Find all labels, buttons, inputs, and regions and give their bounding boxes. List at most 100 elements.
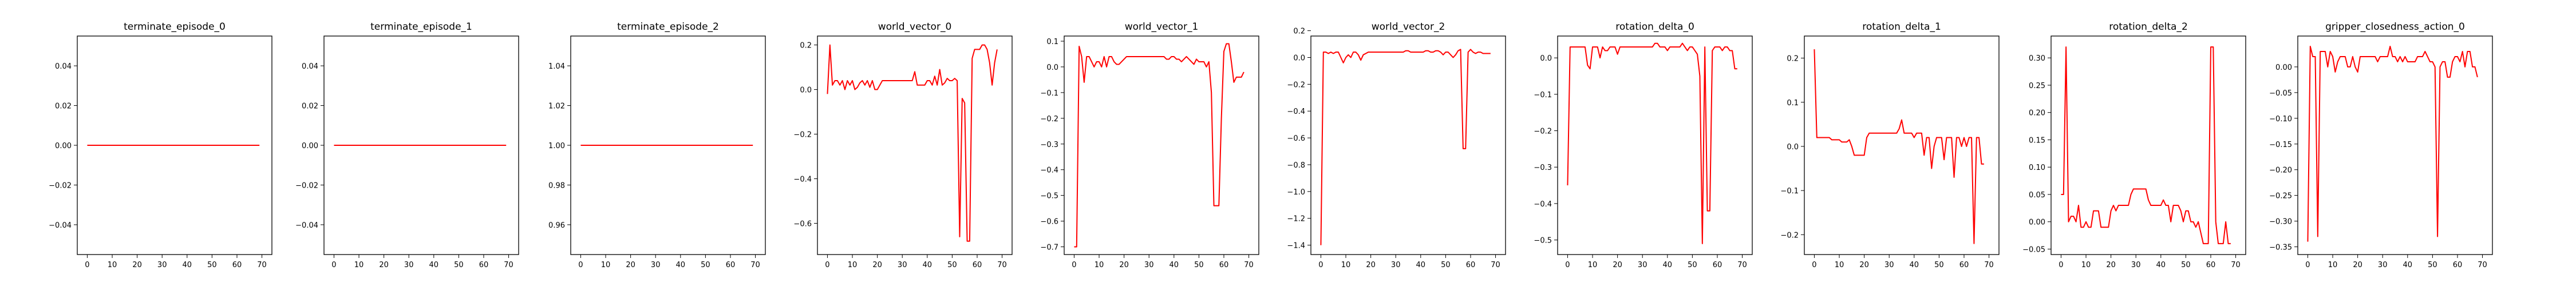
y-tick-label: −1.4 xyxy=(1287,242,1305,251)
subplot-9: gripper_closedness_action_0 0 10 20 30 40 50 60… xyxy=(2269,21,2493,269)
y-tick-label: −0.3 xyxy=(1040,141,1058,149)
x-tick-label: 10 xyxy=(354,261,364,269)
y-tick-label: −0.5 xyxy=(1534,237,1552,245)
x-tick-label: 50 xyxy=(1441,261,1451,269)
x-tick-label: 0 xyxy=(1812,261,1816,269)
y-tick-label: −0.2 xyxy=(1287,81,1305,89)
subplot-7: rotation_delta_1 0 10 20 30 40 50 60 70 −0.2 −0.1 0… xyxy=(1780,21,2000,269)
x-tick-label: 0 xyxy=(1565,261,1570,269)
x-tick-label: 30 xyxy=(1144,261,1154,269)
y-tick-label: 0.00 xyxy=(2029,219,2045,227)
series-line-0 xyxy=(1814,49,1984,244)
y-tick-label: 0.10 xyxy=(2029,164,2045,172)
x-tick-label: 0 xyxy=(825,261,829,269)
x-tick-label: 60 xyxy=(1959,261,1969,269)
y-tick-label: 0.1 xyxy=(1046,38,1058,46)
y-tick-label: −0.3 xyxy=(1534,164,1552,172)
y-tick-label: −1.2 xyxy=(1287,215,1305,224)
subplot-title: gripper_closedness_action_0 xyxy=(2325,21,2465,33)
y-tick-label: 0.0 xyxy=(1293,54,1305,62)
y-tick-label: −0.7 xyxy=(1040,244,1058,252)
x-tick-label: 40 xyxy=(1416,261,1426,269)
x-tick-label: 10 xyxy=(2328,261,2338,269)
x-tick-label: 40 xyxy=(1910,261,1919,269)
x-tick-label: 0 xyxy=(85,261,89,269)
x-tick-label: 30 xyxy=(1391,261,1401,269)
x-tick-label: 70 xyxy=(1491,261,1500,269)
x-tick-label: 70 xyxy=(1244,261,1254,269)
y-tick-label: −0.05 xyxy=(2022,245,2045,254)
y-tick-label: −0.05 xyxy=(2269,89,2292,98)
y-tick-label: 0.04 xyxy=(55,62,72,71)
x-tick-label: 50 xyxy=(1688,261,1697,269)
x-tick-label: 0 xyxy=(578,261,583,269)
subplot-6: rotation_delta_0 0 10 20 30 40 50 60 70 −0.5 −0.4 −… xyxy=(1534,21,1753,269)
x-tick-label: 20 xyxy=(379,261,389,269)
plot-frame xyxy=(1557,35,1753,255)
x-tick-label: 10 xyxy=(1095,261,1104,269)
x-tick-label: 60 xyxy=(1713,261,1722,269)
plot-frame xyxy=(323,35,519,255)
subplot-5: world_vector_2 0 10 20 30 40 50 60 70 −1.4 −1.2 −1.… xyxy=(1287,21,1506,269)
subplot-8: rotation_delta_2 0 10 20 30 40 50 60 70 −0.05 0.00… xyxy=(2022,21,2246,269)
y-tick-label: 0.0 xyxy=(1540,54,1552,63)
x-tick-label: 0 xyxy=(331,261,336,269)
plot-frame xyxy=(77,35,272,255)
x-tick-label: 70 xyxy=(1737,261,1747,269)
x-tick-label: 70 xyxy=(2231,261,2241,269)
x-tick-label: 50 xyxy=(2428,261,2437,269)
y-tick-label: −0.1 xyxy=(1534,91,1552,100)
x-tick-label: 40 xyxy=(2156,261,2166,269)
x-tick-label: 30 xyxy=(898,261,907,269)
y-tick-label: −0.5 xyxy=(1040,192,1058,201)
x-tick-label: 70 xyxy=(504,261,513,269)
y-tick-label: 0.1 xyxy=(1787,99,1799,108)
y-tick-label: 0.2 xyxy=(1787,55,1799,63)
y-tick-label: 0.25 xyxy=(2029,82,2045,90)
y-tick-label: −0.1 xyxy=(1040,89,1058,98)
y-tick-label: −0.2 xyxy=(1534,128,1552,136)
subplot-title: world_vector_0 xyxy=(878,21,952,33)
x-tick-label: 20 xyxy=(2353,261,2362,269)
y-tick-label: 0.98 xyxy=(548,181,565,190)
x-tick-label: 60 xyxy=(2206,261,2216,269)
x-tick-label: 20 xyxy=(1119,261,1129,269)
y-tick-label: −0.35 xyxy=(2269,244,2292,252)
y-tick-label: 0.00 xyxy=(302,142,318,150)
x-tick-label: 70 xyxy=(1984,261,1994,269)
x-tick-label: 50 xyxy=(454,261,464,269)
series-line-0 xyxy=(1074,43,1244,248)
x-tick-label: 0 xyxy=(1318,261,1323,269)
x-tick-label: 30 xyxy=(404,261,414,269)
x-tick-label: 50 xyxy=(2181,261,2191,269)
y-tick-label: 0.02 xyxy=(55,102,72,111)
plot-frame xyxy=(1310,35,1506,255)
x-tick-label: 40 xyxy=(429,261,439,269)
series-line-0 xyxy=(2061,46,2231,244)
x-tick-label: 0 xyxy=(1072,261,1076,269)
y-tick-label: −1.0 xyxy=(1287,188,1305,197)
x-tick-label: 20 xyxy=(1366,261,1376,269)
y-tick-label: −0.6 xyxy=(1287,134,1305,143)
y-tick-label: −0.6 xyxy=(793,220,812,228)
subplot-title: terminate_episode_2 xyxy=(617,21,719,33)
x-tick-label: 50 xyxy=(1934,261,1944,269)
y-tick-label: −0.6 xyxy=(1040,218,1058,227)
y-tick-label: 1.00 xyxy=(548,142,565,150)
x-tick-label: 40 xyxy=(2403,261,2413,269)
y-tick-label: −0.02 xyxy=(49,181,72,190)
y-tick-label: −0.04 xyxy=(49,221,72,230)
x-tick-label: 30 xyxy=(1884,261,1894,269)
y-tick-label: 1.04 xyxy=(548,62,565,71)
x-tick-label: 10 xyxy=(2081,261,2091,269)
x-tick-label: 60 xyxy=(726,261,736,269)
plot-frame xyxy=(2297,35,2493,255)
y-tick-label: −0.04 xyxy=(295,221,318,230)
y-tick-label: −0.20 xyxy=(2269,166,2292,175)
x-tick-label: 70 xyxy=(257,261,267,269)
y-tick-label: −0.15 xyxy=(2269,141,2292,149)
y-tick-label: −0.4 xyxy=(1040,166,1058,175)
subplot-0: terminate_episode_0 0 10 20 30 40 50 60 70 −0.04 −… xyxy=(49,21,272,269)
y-tick-label: 0.96 xyxy=(548,221,565,230)
x-tick-label: 60 xyxy=(479,261,489,269)
